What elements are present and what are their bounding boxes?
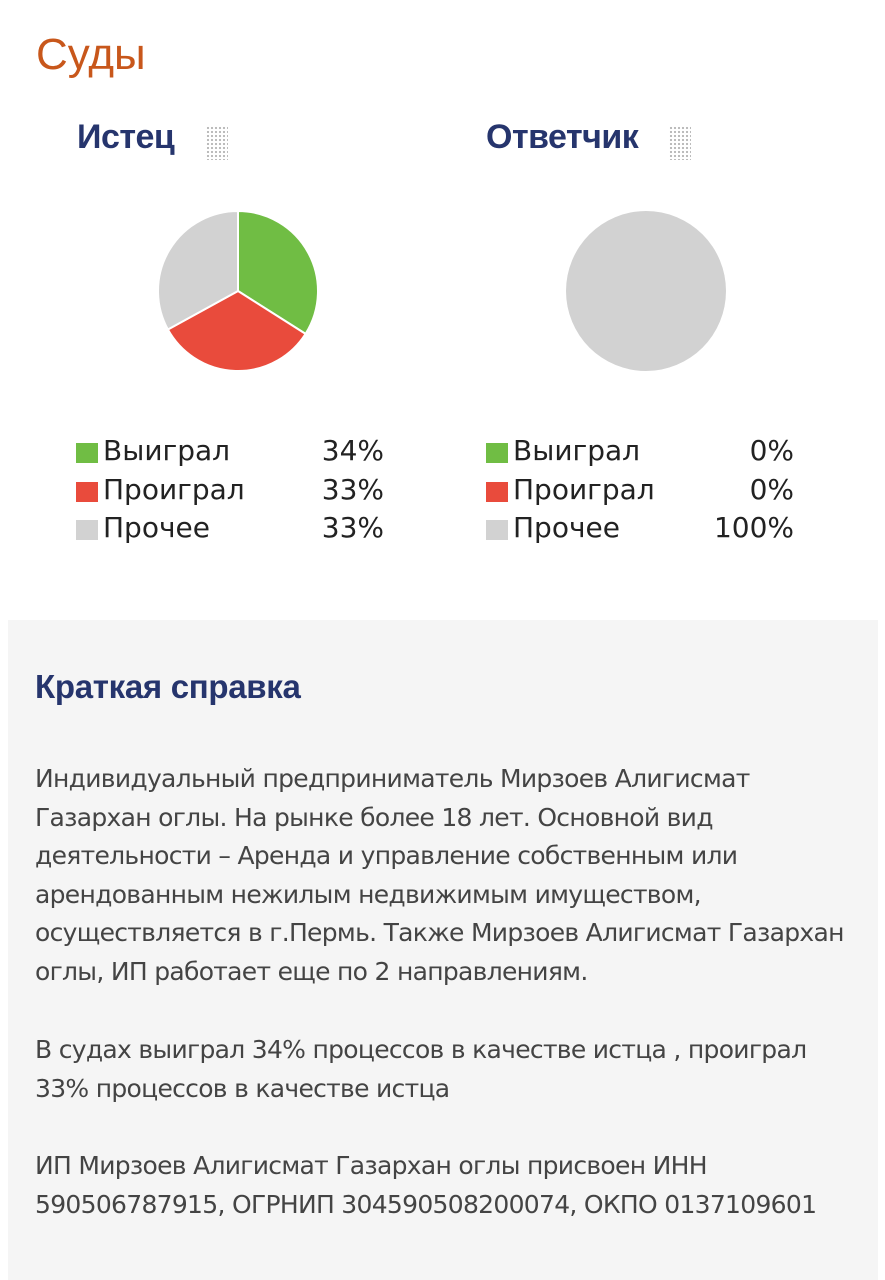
legend-item-other: Прочее 33% bbox=[76, 511, 386, 550]
legend-label: Проиграл bbox=[103, 472, 245, 506]
legend-item-lost: Проиграл 33% bbox=[76, 473, 386, 512]
summary-paragraph: Индивидуальный предприниматель Мирзоев А… bbox=[35, 764, 844, 986]
chart-legend: Выиграл 0% Проиграл 0% Прочее 100% bbox=[486, 434, 796, 550]
legend-value: 33% bbox=[321, 511, 384, 544]
legend-value: 34% bbox=[321, 434, 384, 467]
plaintiff-pie-chart bbox=[157, 210, 319, 372]
legend-swatch-lost bbox=[76, 481, 98, 502]
legend-item-lost: Проиграл 0% bbox=[486, 473, 796, 512]
legend-label: Прочее bbox=[513, 511, 620, 544]
legend-value: 0% bbox=[749, 472, 794, 506]
legend-item-won: Выиграл 0% bbox=[486, 434, 796, 473]
legend-label: Выиграл bbox=[103, 434, 231, 467]
legend-swatch-lost bbox=[486, 481, 508, 502]
summary-paragraph: ИП Мирзоев Алигисмат Газархан оглы присв… bbox=[35, 1151, 817, 1219]
pie-slice-other[interactable] bbox=[157, 210, 239, 331]
chart-title: Истец bbox=[77, 118, 175, 156]
info-icon[interactable] bbox=[669, 126, 691, 160]
summary-title: Краткая справка bbox=[35, 668, 301, 705]
pie-slice-other[interactable] bbox=[566, 211, 726, 371]
legend-swatch-won bbox=[76, 443, 98, 463]
summary-panel: Краткая справка Индивидуальный предприни… bbox=[8, 620, 878, 1280]
legend-item-other: Прочее 100% bbox=[486, 511, 796, 550]
legend-label: Проиграл bbox=[513, 472, 655, 506]
legend-label: Выиграл bbox=[513, 434, 641, 467]
defendant-pie-chart bbox=[566, 211, 726, 371]
plaintiff-chart-block: Истец Выиграл 34% Проиграл 33% Прочее 33… bbox=[0, 0, 400, 620]
legend-value: 100% bbox=[713, 511, 794, 544]
legend-swatch-won bbox=[486, 443, 508, 463]
legend-value: 33% bbox=[321, 472, 384, 506]
defendant-chart-block: Ответчик Выиграл 0% Проиграл 0% Прочее 1… bbox=[410, 0, 810, 620]
summary-paragraph: В судах выиграл 34% процессов в качестве… bbox=[35, 1035, 807, 1103]
legend-label: Прочее bbox=[103, 511, 210, 544]
legend-swatch-other bbox=[76, 520, 98, 540]
chart-legend: Выиграл 34% Проиграл 33% Прочее 33% bbox=[76, 434, 386, 550]
chart-title: Ответчик bbox=[486, 118, 639, 156]
legend-value: 0% bbox=[749, 434, 794, 467]
info-icon[interactable] bbox=[206, 126, 228, 160]
legend-item-won: Выиграл 34% bbox=[76, 434, 386, 473]
section-title: Суды bbox=[36, 30, 146, 79]
legend-swatch-other bbox=[486, 520, 508, 540]
